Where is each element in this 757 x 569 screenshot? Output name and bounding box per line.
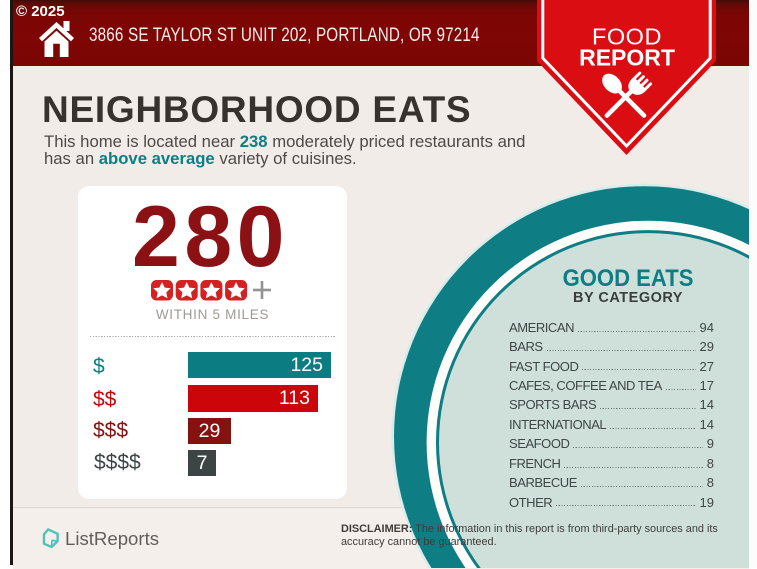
svg-text:FOOD: FOOD bbox=[592, 23, 662, 49]
svg-text:REPORT: REPORT bbox=[579, 45, 675, 71]
